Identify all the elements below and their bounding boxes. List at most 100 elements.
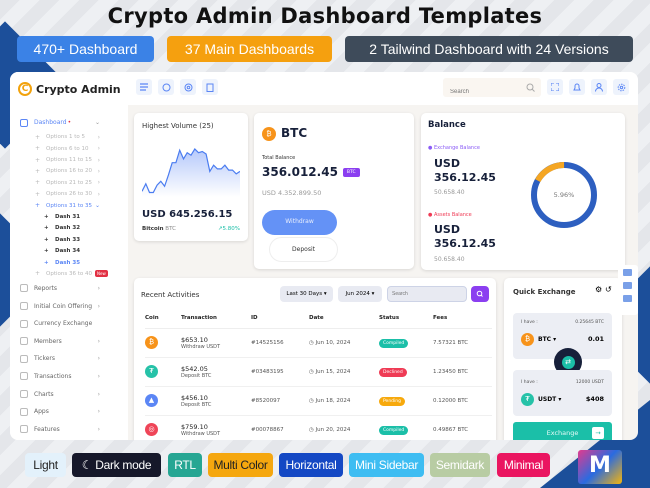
transaction-amount: $542.05 <box>181 364 208 373</box>
to-coin-select[interactable]: USDT ▾ <box>538 396 562 403</box>
exchange-button[interactable]: Exchange → <box>513 422 612 440</box>
dash-label: Dash 34 <box>55 248 81 255</box>
sidebar-item[interactable]: Tickers › <box>10 350 128 368</box>
amount: 356.12.45 <box>434 171 496 184</box>
clock-icon: ◷ <box>309 397 314 404</box>
btc-amount-row: 356.012.45 BTC <box>262 165 360 179</box>
transaction-amount: $759.10 <box>181 422 208 431</box>
at-icon[interactable] <box>180 79 196 95</box>
sidebar-option[interactable]: Options 21 to 25 › <box>10 177 128 188</box>
exchange-icon <box>20 319 28 328</box>
to-value[interactable]: $408 <box>585 395 604 403</box>
tool-icon[interactable] <box>623 295 632 302</box>
sidebar-dash-item[interactable]: Dash 34 <box>10 246 128 257</box>
theme-label: RTL <box>174 458 196 472</box>
sidebar-option[interactable]: Options 16 to 20 › <box>10 166 128 177</box>
column-header: Fees <box>433 309 492 329</box>
withdraw-button[interactable]: Withdraw <box>262 210 337 235</box>
caret-down-icon: ▾ <box>323 291 327 297</box>
box-icon <box>20 425 28 434</box>
transaction-date: Jun 15, 2024 <box>315 368 351 375</box>
theme-light[interactable]: Light <box>25 453 66 477</box>
from-coin-select[interactable]: BTC ▾ <box>538 336 557 343</box>
theme-rtl[interactable]: RTL <box>168 453 202 477</box>
transaction-amount: $456.10 <box>181 393 208 402</box>
quick-exchange-card: Quick Exchange ⚙ ↺ I have : 0.25645 BTC … <box>504 278 622 440</box>
sidebar-dash-item[interactable]: Dash 31 <box>10 211 128 222</box>
sidebar-dash-item[interactable]: Dash 33 <box>10 234 128 245</box>
theme-dark-mode[interactable]: ☾ Dark mode <box>72 453 161 477</box>
chevron-right-icon: › <box>97 337 100 345</box>
monitor-icon <box>20 118 28 127</box>
history-icon[interactable]: ↺ <box>605 285 612 294</box>
theme-horizontal[interactable]: Horizontal <box>279 453 343 477</box>
clipboard-icon[interactable] <box>202 79 218 95</box>
dash-label: Dash 35 <box>55 259 81 266</box>
sidebar-item-dashboard[interactable]: Dashboard • ⌄ <box>10 114 128 132</box>
sidebar-option[interactable]: Options 6 to 10 › <box>10 143 128 154</box>
amount: 356.12.45 <box>434 237 496 250</box>
app-logo[interactable]: C Crypto Admin <box>18 82 121 96</box>
sidebar-item[interactable]: Members › <box>10 332 128 350</box>
activities-search-input[interactable] <box>387 286 467 302</box>
table-row[interactable]: ▲ $456.10 Deposit BTC #8520097 ◷ Jun 18, … <box>145 386 492 416</box>
settings-icon[interactable]: ⚙ <box>595 285 603 294</box>
tag-tailwind: 2 Tailwind Dashboard with 24 Versions <box>345 36 633 62</box>
chart-pie-icon <box>20 390 28 399</box>
sidebar-option[interactable]: Options 26 to 30 › <box>10 189 128 200</box>
sidebar-item[interactable]: Transactions › <box>10 368 128 386</box>
theme-multi-color[interactable]: Multi Color <box>208 453 273 477</box>
dashboard-window: C Crypto Admin Dashboard• ⌄ Options 1 to 5 ›… <box>10 72 638 440</box>
sidebar-dash-item[interactable]: Dash 35 <box>10 257 128 268</box>
volume-coin: Bitcoin BTC <box>142 226 176 232</box>
from-value[interactable]: 0.01 <box>587 335 604 343</box>
chevron-right-icon: › <box>97 425 100 433</box>
tag-main: 37 Main Dashboards <box>167 36 332 62</box>
table-row[interactable]: ◎ $759.10 Withdraw USDT #00078867 ◷ Jun 2… <box>145 415 492 440</box>
total-balance-label: Total Balance <box>262 155 296 161</box>
sidebar-item[interactable]: Reports › <box>10 280 128 298</box>
bell-icon[interactable] <box>569 79 585 95</box>
search-icon <box>476 290 483 297</box>
gear-icon[interactable] <box>613 79 629 95</box>
table-row[interactable]: ₿ $653.10 Withdraw USDT #14525156 ◷ Jun 1… <box>145 328 492 358</box>
chart-icon <box>20 284 28 293</box>
brand-logo: M <box>578 450 622 484</box>
menu-icon[interactable] <box>136 79 152 95</box>
deposit-button[interactable]: Deposit <box>269 237 338 262</box>
month-dropdown[interactable]: Jun 2024 ▾ <box>338 286 382 302</box>
status-badge: Declined <box>379 367 407 377</box>
sidebar-item[interactable]: Charts › <box>10 385 128 403</box>
column-header: Coin <box>145 309 181 329</box>
period-dropdown[interactable]: Last 30 Days ▾ <box>280 286 333 302</box>
fullscreen-icon[interactable] <box>547 79 563 95</box>
sidebar-dash-item[interactable]: Dash 32 <box>10 223 128 234</box>
transaction-fees: 0.12000 BTC <box>433 386 492 416</box>
chevron-right-icon: › <box>97 390 100 398</box>
tool-icon[interactable] <box>623 269 632 276</box>
theme-minimal[interactable]: Minimal <box>497 453 550 477</box>
tether-icon: ₮ <box>145 365 158 378</box>
activities-search-button[interactable] <box>471 286 489 302</box>
btc-unit-badge: BTC <box>342 167 360 177</box>
sidebar-item[interactable]: Features › <box>10 420 128 438</box>
search-icon[interactable] <box>526 83 535 92</box>
sidebar-item[interactable]: Currency Exchange <box>10 315 128 333</box>
have-label: I have : <box>521 380 538 385</box>
sidebar-option[interactable]: Options 31 to 35⌄ <box>10 200 128 211</box>
user-icon[interactable] <box>591 79 607 95</box>
sidebar-option[interactable]: Options 1 to 5 › <box>10 132 128 143</box>
theme-label: Multi Color <box>213 458 268 472</box>
chat-icon[interactable] <box>158 79 174 95</box>
to-balance: 12000 USDT <box>575 380 604 385</box>
theme-mini-sidebar[interactable]: Mini Sidebar <box>349 453 424 477</box>
tool-icon[interactable] <box>623 282 632 289</box>
sidebar-option[interactable]: Options 11 to 15 › <box>10 154 128 165</box>
theme-semidark[interactable]: Semidark <box>430 453 490 477</box>
sidebar-item[interactable]: Apps › <box>10 403 128 421</box>
sidebar-item[interactable]: Initial Coin Offering › <box>10 297 128 315</box>
search-box[interactable] <box>443 78 541 102</box>
table-row[interactable]: ₮ $542.05 Deposit BTC #03483195 ◷ Jun 15,… <box>145 357 492 387</box>
search-input[interactable] <box>443 82 518 102</box>
